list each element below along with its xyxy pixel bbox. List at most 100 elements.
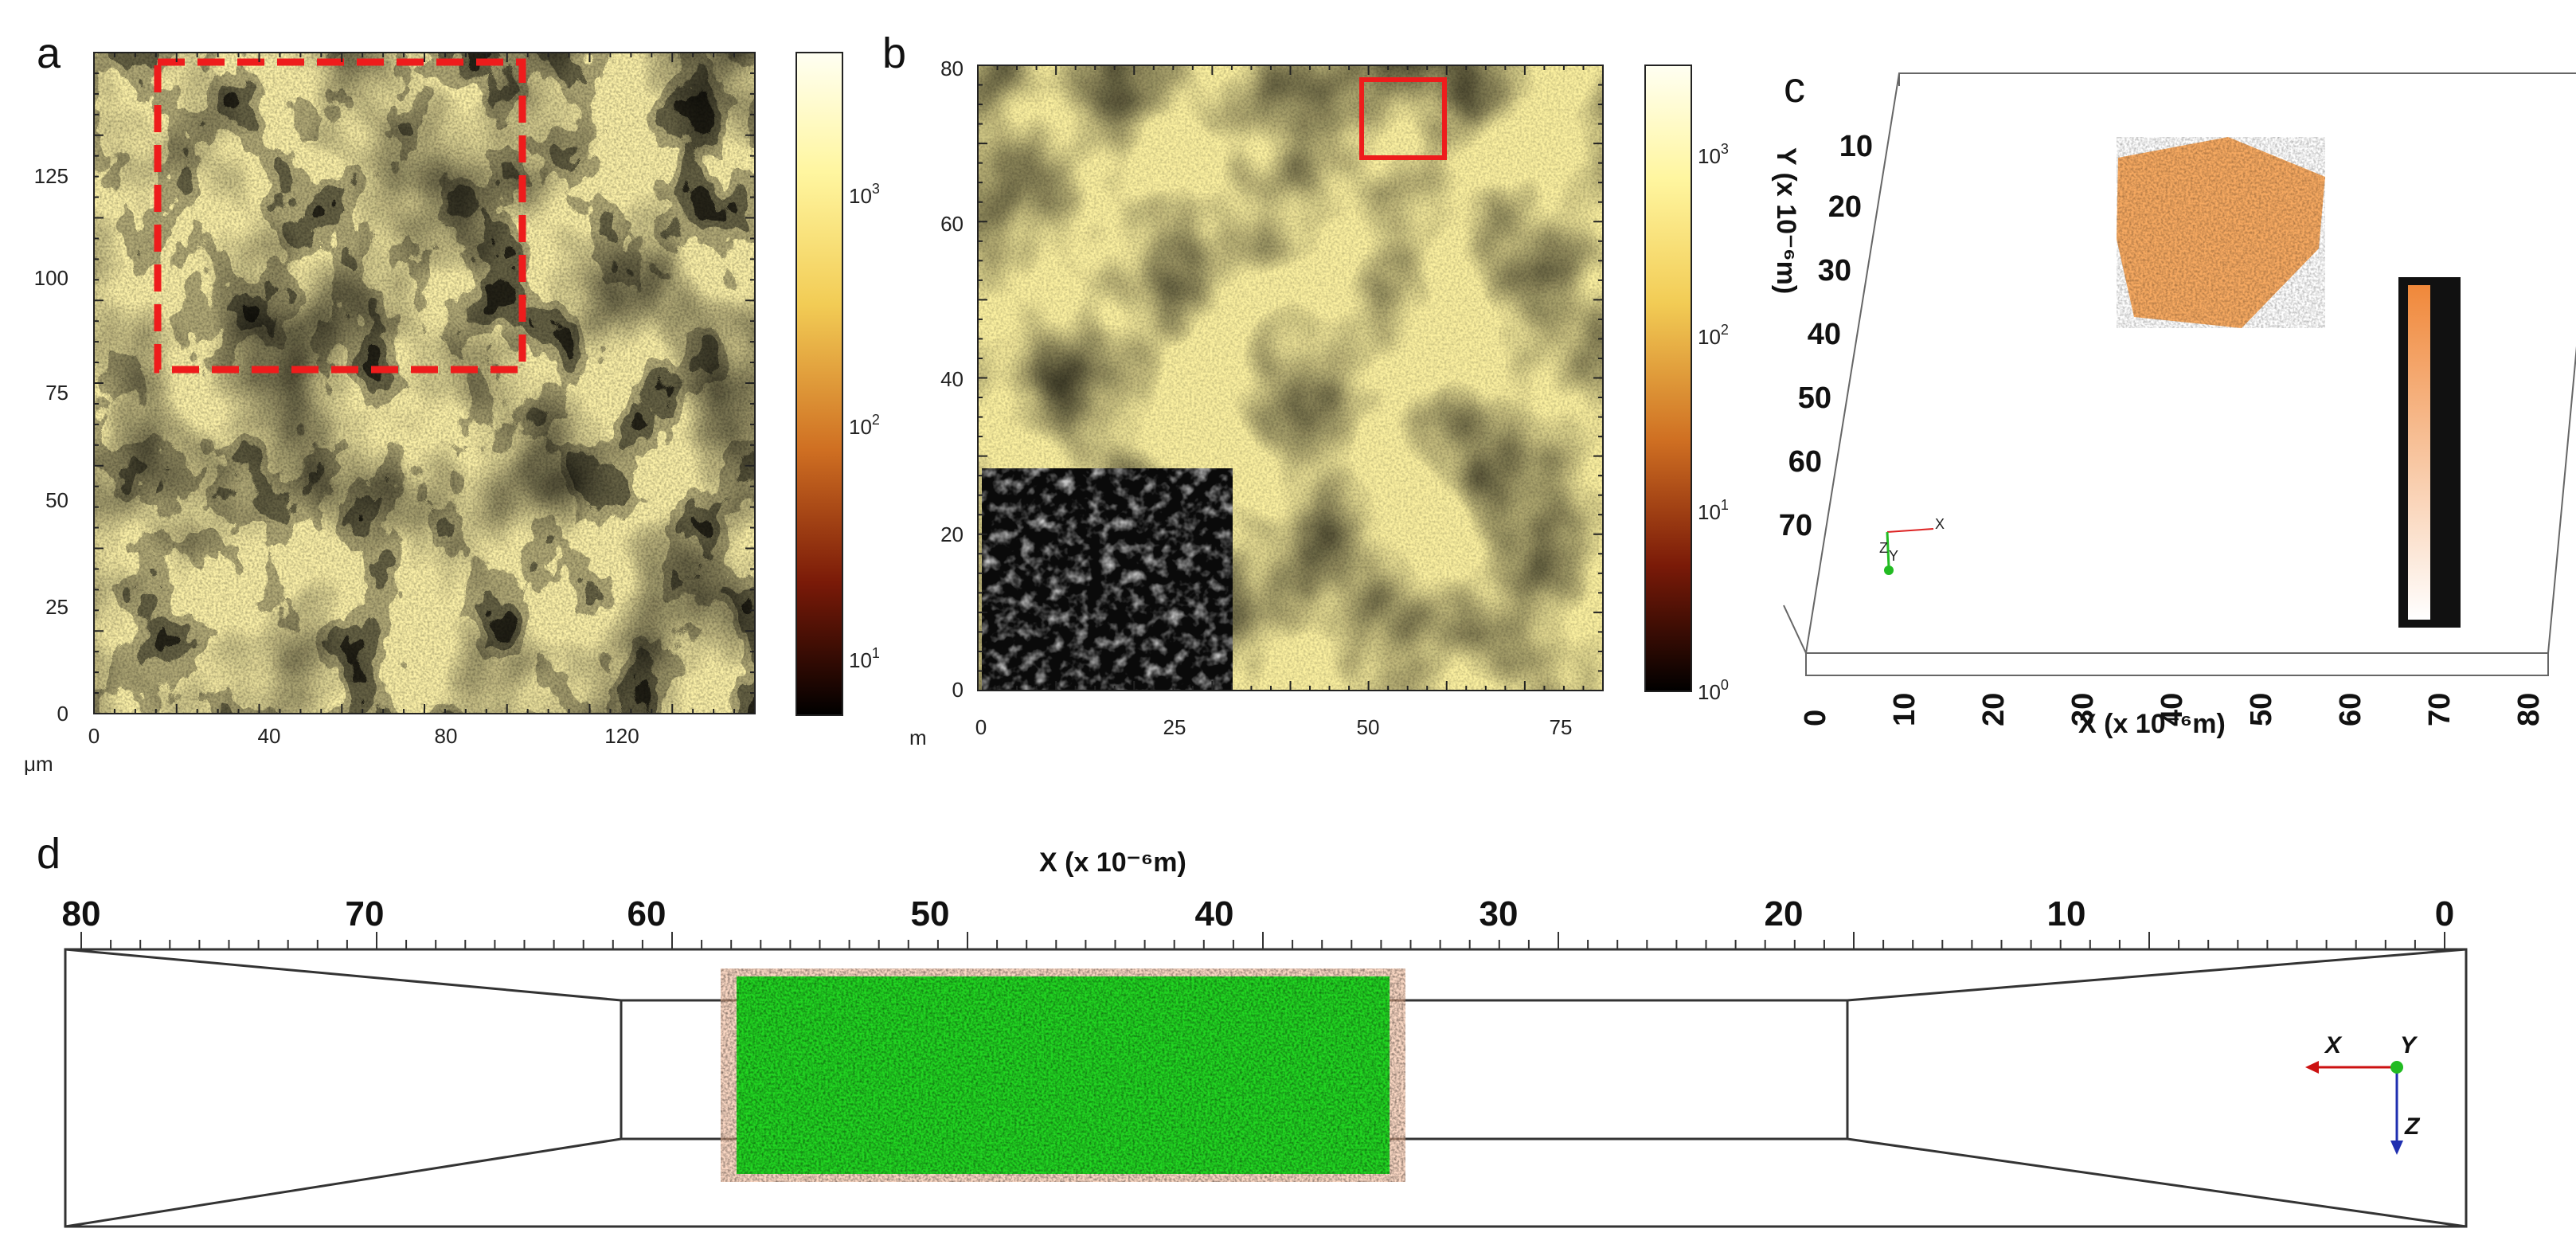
x-axis-title-d: X (x 10⁻⁶m) (1039, 847, 1186, 878)
afm-map-a (94, 53, 755, 714)
y-tick-b: 60 (940, 212, 964, 236)
x-tick-c: 10 (1888, 693, 1921, 726)
y-tick-b: 80 (940, 57, 964, 80)
roi-box-b (1359, 77, 1447, 160)
frame-ticks (977, 65, 1604, 691)
triad-z-label-c: Z (1879, 540, 1888, 556)
triad-x-arrow-c (1886, 528, 1934, 533)
x-tick-d: 10 (2047, 894, 2086, 933)
panel-b: b 0 20 40 60 80 m 0 25 50 75 (882, 29, 1729, 749)
panel-a: a 0 25 50 75 100 125 μm 0 40 80 120 103 (24, 29, 880, 776)
triad-y-label-d: Y (2400, 1032, 2418, 1058)
triad-origin-d (2390, 1061, 2403, 1074)
x-tick-d: 0 (2435, 894, 2454, 933)
panel-c: c 10 20 30 40 50 60 70 Y (x 10⁻⁶m) 0 10 … (1771, 64, 2576, 739)
triad-x-head-d (2305, 1061, 2319, 1074)
x-tick-c: 70 (2423, 693, 2457, 726)
x-tick-a: 80 (435, 724, 458, 748)
colorbar-tick-a: 103 (849, 181, 880, 208)
x-tick-b: 75 (1550, 715, 1573, 739)
x-tick-d: 60 (627, 894, 666, 933)
colorbar-c (2398, 277, 2461, 628)
axis-triad-c: X Z Y (1879, 516, 1945, 575)
volume-render-d (721, 968, 1405, 1182)
y-tick-c: 40 (1808, 318, 1841, 351)
y-tick-c: 10 (1839, 130, 1873, 163)
x-tick-d: 70 (346, 894, 385, 933)
x-tick-c: 20 (1977, 693, 2011, 726)
x-tick-c: 40 (2156, 693, 2189, 726)
y-tick-c: 60 (1788, 445, 1822, 479)
y-axis-title-c: Y (x 10⁻⁶m) (1771, 147, 1801, 294)
frame-ticks (93, 52, 756, 714)
y-axis-ticks-b: 0 20 40 60 80 (940, 57, 964, 702)
x-unit-a: μm (24, 752, 53, 776)
panel-label-d: d (37, 830, 61, 878)
y-axis-ticks-c: 10 20 30 40 50 60 70 (1779, 130, 1873, 542)
roi-dashed-box (154, 58, 526, 374)
y-tick-a: 25 (45, 595, 68, 619)
x-tick-b: 25 (1163, 715, 1186, 739)
x-tick-c: 0 (1799, 710, 1832, 726)
panel-label-c: c (1784, 64, 1805, 112)
panel-d: d X (x 10⁻⁶m) 80 70 60 50 40 30 20 10 0 (37, 830, 2468, 1228)
colorbar-tick-b: 102 (1698, 322, 1729, 349)
y-tick-b: 40 (940, 367, 964, 391)
y-tick-c: 20 (1828, 190, 1862, 224)
x-tick-b: 50 (1357, 715, 1380, 739)
triad-y-arrow-c (1886, 531, 1890, 568)
x-tick-a: 0 (88, 724, 100, 748)
sem-inset (982, 468, 1233, 690)
x-axis-ticks-b: m 0 25 50 75 (909, 715, 1572, 749)
triad-z-label-d: Z (2404, 1113, 2421, 1140)
y-tick-a: 75 (45, 381, 68, 405)
colorbar-a: 103 102 101 (795, 52, 880, 716)
triad-y-label-c: Y (1889, 548, 1898, 564)
y-tick-a: 50 (45, 488, 68, 512)
x-unit-b: m (909, 726, 927, 749)
bounding-box-3d-c (1783, 72, 2576, 676)
y-tick-a: 0 (57, 702, 68, 726)
x-tick-c: 60 (2334, 693, 2367, 726)
triad-x-label-c: X (1935, 516, 1945, 532)
triad-origin-c (1884, 565, 1894, 575)
y-tick-b: 0 (952, 678, 964, 702)
x-tick-c: 30 (2066, 693, 2100, 726)
x-axis-title-c: X (x 10⁻⁶m) (2078, 709, 2226, 739)
y-tick-a: 125 (34, 164, 68, 188)
x-tick-b: 0 (975, 715, 987, 739)
x-tick-d: 20 (1765, 894, 1804, 933)
y-tick-c: 50 (1798, 381, 1831, 415)
tick-ruler-d (65, 932, 2466, 950)
colorbar-tick-a: 102 (849, 412, 880, 439)
x-tick-a: 120 (604, 724, 639, 748)
x-tick-c: 50 (2245, 693, 2278, 726)
x-axis-ticks-c: 0 10 20 30 40 50 60 70 80 (1799, 693, 2546, 726)
volume-texture-d (721, 968, 1405, 1182)
colorbar-tick-b: 103 (1698, 141, 1729, 168)
x-axis-ticks-d: 80 70 60 50 40 30 20 10 0 (62, 894, 2455, 933)
axis-triad-d: X Y Z (2305, 1032, 2421, 1155)
x-tick-d: 80 (62, 894, 101, 933)
triad-z-head-d (2390, 1141, 2403, 1155)
y-axis-ticks-a: 0 25 50 75 100 125 (34, 164, 68, 726)
colorbar-tick-a: 101 (849, 645, 880, 672)
y-tick-b: 20 (940, 522, 964, 546)
x-axis-ticks-a: μm 0 40 80 120 (24, 724, 639, 776)
x-tick-d: 40 (1195, 894, 1234, 933)
y-tick-a: 100 (34, 266, 68, 290)
triad-x-label-d: X (2324, 1032, 2343, 1058)
x-tick-c: 80 (2512, 693, 2546, 726)
volume-texture-c (2117, 137, 2325, 328)
y-tick-c: 70 (1779, 509, 1812, 542)
x-tick-d: 50 (911, 894, 950, 933)
panel-label-a: a (37, 29, 61, 77)
colorbar-tick-b: 100 (1698, 677, 1729, 704)
colorbar-tick-b: 101 (1698, 497, 1729, 524)
y-tick-c: 30 (1818, 254, 1851, 288)
x-tick-d: 30 (1480, 894, 1519, 933)
panel-label-b: b (882, 29, 906, 77)
colorbar-b: 103 102 101 100 (1644, 65, 1729, 704)
x-tick-a: 40 (258, 724, 281, 748)
